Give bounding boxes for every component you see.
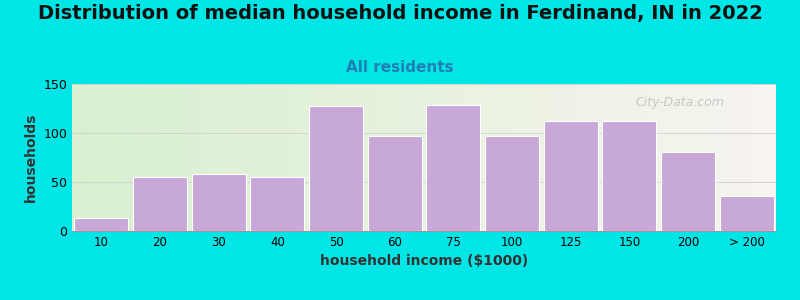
Text: Distribution of median household income in Ferdinand, IN in 2022: Distribution of median household income … (38, 4, 762, 23)
X-axis label: household income ($1000): household income ($1000) (320, 254, 528, 268)
Bar (133, 177, 187, 231)
Bar (544, 121, 598, 231)
Bar (485, 136, 539, 231)
Y-axis label: households: households (24, 113, 38, 202)
Bar (250, 177, 304, 231)
Bar (602, 121, 656, 231)
Bar (192, 174, 246, 231)
Text: All residents: All residents (346, 60, 454, 75)
Bar (720, 196, 774, 231)
Bar (74, 218, 128, 231)
Bar (426, 105, 480, 231)
Text: City-Data.com: City-Data.com (635, 96, 724, 109)
Bar (309, 106, 363, 231)
Bar (661, 152, 715, 231)
Bar (368, 136, 422, 231)
